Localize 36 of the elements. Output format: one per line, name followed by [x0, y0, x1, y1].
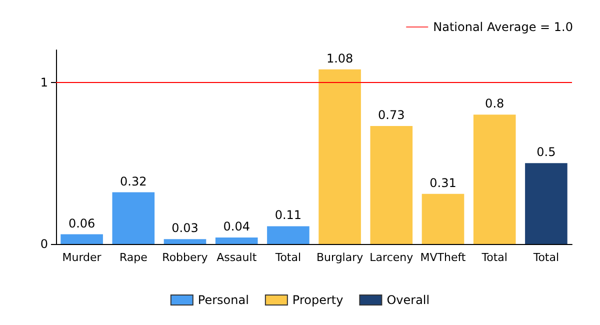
y-tick-label: 1 — [40, 75, 48, 90]
bar — [525, 163, 568, 244]
x-tick-label: Burglary — [316, 251, 364, 264]
legend-label: Property — [292, 293, 344, 307]
x-tick-label: MVTheft — [420, 251, 466, 264]
data-label: 0.32 — [120, 174, 147, 188]
data-label: 0.11 — [274, 208, 302, 222]
x-tick-label: Total — [274, 251, 302, 264]
bar — [164, 239, 206, 244]
data-label: 0.5 — [536, 145, 556, 160]
x-tick-label: Murder — [62, 251, 102, 264]
bar — [422, 194, 464, 244]
x-tick-label: Rape — [119, 251, 148, 264]
bar — [318, 69, 361, 244]
legend-label: Overall — [386, 293, 430, 307]
data-label: 0.73 — [378, 108, 405, 122]
bar — [473, 114, 516, 244]
data-label: 0.06 — [68, 216, 96, 230]
bar — [267, 226, 310, 244]
x-tick-label: Total — [532, 251, 560, 264]
data-label: 0.03 — [172, 221, 198, 236]
bar — [215, 238, 258, 244]
x-tick-label: Larceny — [370, 251, 414, 264]
data-label: 0.8 — [485, 96, 504, 111]
x-tick-label: Robbery — [162, 251, 208, 264]
data-label: 0.04 — [223, 220, 250, 234]
data-label: 0.31 — [430, 176, 456, 190]
bar — [112, 192, 155, 244]
data-label: 1.08 — [326, 51, 354, 66]
legend-label: Personal — [198, 293, 249, 307]
bar — [60, 234, 103, 244]
y-tick-label: 0 — [40, 237, 48, 251]
legend-label: National Average = 1.0 — [433, 20, 574, 34]
bar — [370, 126, 413, 244]
x-tick-label: Total — [480, 251, 508, 264]
x-tick-label: Assault — [216, 251, 258, 264]
